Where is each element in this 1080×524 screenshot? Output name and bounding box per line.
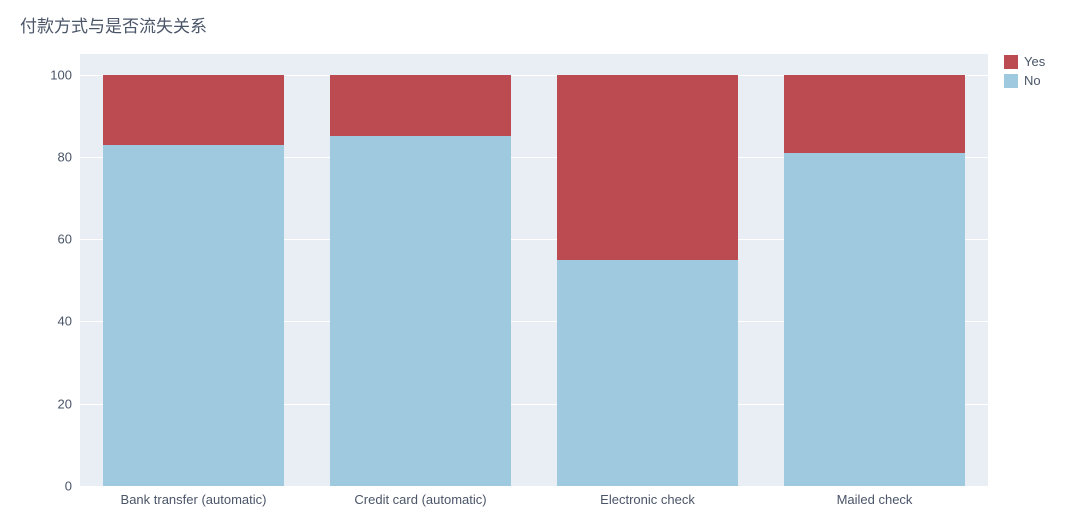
bar-group <box>330 54 512 486</box>
legend-item-yes[interactable]: Yes <box>1004 54 1045 69</box>
x-tick-label: Mailed check <box>837 492 913 507</box>
bar-segment-yes <box>784 75 966 153</box>
y-tick-label: 40 <box>58 314 72 329</box>
plot-area: 020406080100Bank transfer (automatic)Cre… <box>80 54 988 486</box>
bar-segment-yes <box>330 75 512 137</box>
bar-group <box>103 54 285 486</box>
bar-segment-no <box>557 260 739 486</box>
legend-swatch <box>1004 55 1018 69</box>
y-tick-label: 0 <box>65 479 72 494</box>
bar-segment-no <box>330 136 512 486</box>
legend: Yes No <box>1004 54 1045 92</box>
y-tick-label: 80 <box>58 149 72 164</box>
y-tick-label: 60 <box>58 232 72 247</box>
bar-segment-yes <box>103 75 285 145</box>
y-tick-label: 100 <box>50 67 72 82</box>
bar-segment-yes <box>557 75 739 260</box>
bar-group <box>784 54 966 486</box>
legend-swatch <box>1004 74 1018 88</box>
bar-group <box>557 54 739 486</box>
chart-title: 付款方式与是否流失关系 <box>20 12 207 37</box>
x-tick-label: Electronic check <box>600 492 695 507</box>
y-tick-label: 20 <box>58 396 72 411</box>
legend-label: Yes <box>1024 54 1045 69</box>
legend-item-no[interactable]: No <box>1004 73 1045 88</box>
bar-segment-no <box>784 153 966 486</box>
x-tick-label: Credit card (automatic) <box>354 492 486 507</box>
chart-container: 付款方式与是否流失关系 020406080100Bank transfer (a… <box>0 0 1080 524</box>
legend-label: No <box>1024 73 1041 88</box>
bar-segment-no <box>103 145 285 486</box>
gridline <box>80 486 988 487</box>
x-tick-label: Bank transfer (automatic) <box>121 492 267 507</box>
